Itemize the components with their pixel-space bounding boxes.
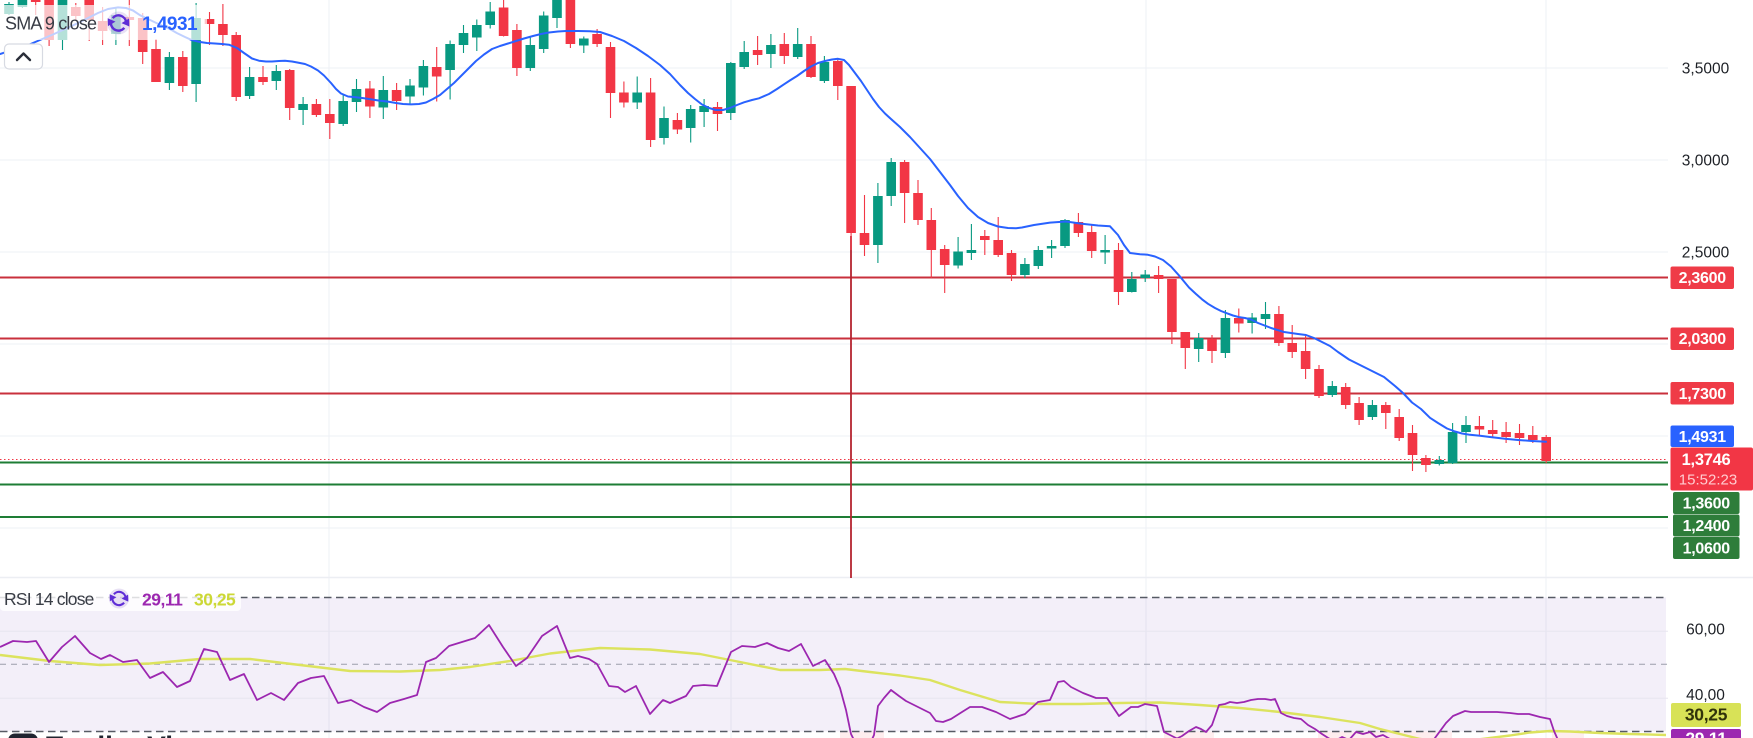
svg-text:1,4931: 1,4931 [1679,429,1727,446]
svg-text:29,11: 29,11 [142,590,183,610]
svg-text:29,11: 29,11 [1685,729,1727,738]
svg-text:60,00: 60,00 [1686,622,1725,639]
svg-text:3,0000: 3,0000 [1682,153,1730,170]
svg-text:2,3600: 2,3600 [1679,270,1727,287]
svg-text:1,4931: 1,4931 [142,14,198,35]
svg-text:TradingView: TradingView [46,731,211,738]
svg-text:30,25: 30,25 [194,590,236,610]
svg-text:40,00: 40,00 [1686,687,1725,704]
svg-text:15:52:23: 15:52:23 [1679,472,1737,489]
svg-text:30,25: 30,25 [1685,705,1728,725]
svg-text:2,5000: 2,5000 [1682,245,1730,262]
svg-text:RSI 14 close: RSI 14 close [4,589,94,609]
svg-text:1,3746: 1,3746 [1682,451,1731,469]
svg-text:2,0300: 2,0300 [1679,331,1727,348]
svg-text:3,5000: 3,5000 [1682,61,1730,78]
svg-text:SMA 9 close: SMA 9 close [5,14,97,34]
svg-text:1,3600: 1,3600 [1683,496,1731,513]
svg-text:1,7300: 1,7300 [1679,386,1727,403]
svg-text:1,0600: 1,0600 [1683,541,1731,558]
svg-text:1,2400: 1,2400 [1683,518,1731,535]
